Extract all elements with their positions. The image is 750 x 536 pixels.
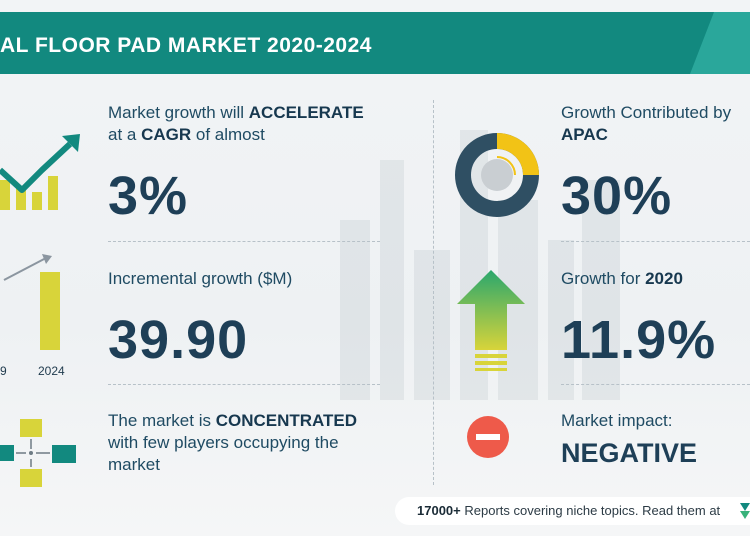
divider-left-1: [108, 241, 380, 242]
concentration-line2: with few players occupying the: [108, 433, 339, 452]
brand-logo-icon[interactable]: [740, 503, 750, 519]
growth-chart-icon: [0, 134, 80, 210]
apac-label: Growth Contributed by APAC: [561, 102, 750, 146]
concentration-line3: market: [108, 455, 160, 474]
minus-icon: [467, 416, 509, 458]
incremental-label: Incremental growth ($M): [108, 269, 293, 288]
apac-label-text: Growth Contributed by: [561, 103, 732, 122]
growth2020-label: Growth for 2020: [561, 268, 683, 290]
divider-left-2: [108, 384, 380, 385]
divider-right-1: [561, 241, 750, 242]
cagr-line2-prefix: at a: [108, 125, 142, 144]
cagr-value: 3%: [108, 166, 189, 226]
apac-region: APAC: [561, 125, 608, 144]
growth2020-value: 11.9%: [561, 310, 717, 370]
impact-value: NEGATIVE: [561, 438, 698, 468]
growth2020-label-prefix: Growth for: [561, 269, 646, 288]
footer-bar: 17000+ Reports covering niche topics. Re…: [395, 497, 750, 525]
bar-label-end: 2024: [38, 364, 65, 378]
header-banner: AL FLOOR PAD MARKET 2020-2024: [0, 12, 750, 74]
footer-message: Reports covering niche topics. Read them…: [460, 503, 721, 518]
concentration-line1-bold: CONCENTRATED: [215, 411, 358, 430]
growth2020-label-year: 2020: [645, 269, 683, 288]
donut-icon: [455, 133, 539, 217]
divider-right-2: [561, 384, 750, 385]
apac-value: 30%: [561, 166, 673, 226]
banner-accent: [690, 12, 750, 74]
cagr-text: Market growth will ACCELERATE at a CAGR …: [108, 102, 398, 146]
impact-label: Market impact:: [561, 411, 673, 430]
concentration-text: The market is CONCENTRATED with few play…: [108, 410, 398, 476]
incremental-value: 39.90: [108, 310, 249, 370]
divider-vertical: [433, 100, 434, 485]
cagr-line1-bold: ACCELERATE: [248, 103, 364, 122]
up-arrow-icon: [457, 270, 525, 371]
cagr-line1-prefix: Market growth will: [108, 103, 249, 122]
players-network-icon: [0, 419, 76, 487]
cagr-line2-suffix: of almost: [191, 125, 265, 144]
bar-compare-icon: [3, 254, 60, 350]
cagr-line2-bold: CAGR: [141, 125, 192, 144]
concentration-line1-prefix: The market is: [108, 411, 216, 430]
footer-text: 17000+ Reports covering niche topics. Re…: [417, 503, 720, 518]
bar-label-start: 9: [0, 364, 7, 378]
page-title: AL FLOOR PAD MARKET 2020-2024: [0, 34, 372, 57]
footer-count: 17000+: [417, 503, 461, 518]
